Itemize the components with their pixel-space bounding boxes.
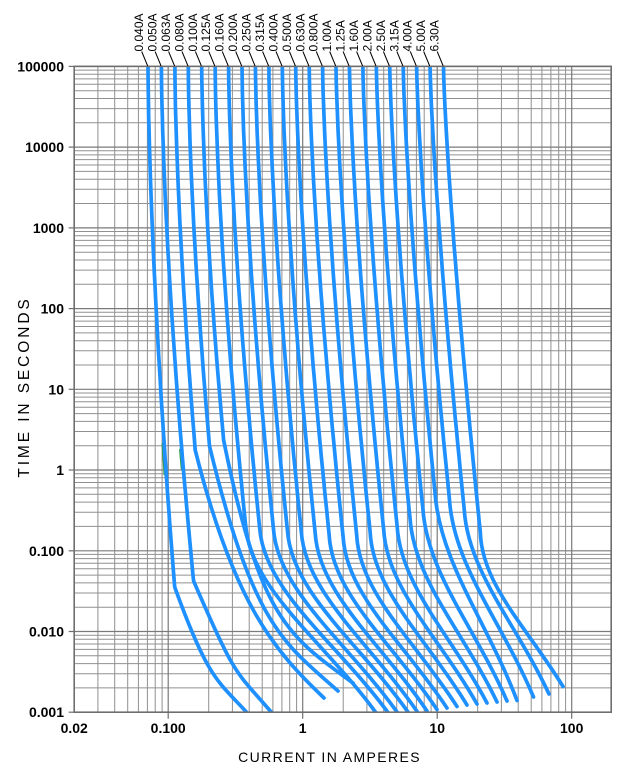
svg-text:0.125A: 0.125A (199, 13, 213, 51)
svg-text:0.063A: 0.063A (159, 13, 173, 51)
svg-text:0.040A: 0.040A (132, 13, 146, 51)
svg-text:10: 10 (48, 381, 64, 397)
svg-text:0.160A: 0.160A (213, 13, 227, 51)
svg-text:5.00A: 5.00A (414, 20, 428, 51)
svg-text:TIME IN SECONDS: TIME IN SECONDS (16, 296, 33, 477)
svg-text:2.50A: 2.50A (374, 20, 388, 51)
svg-text:0.010: 0.010 (29, 624, 64, 640)
svg-text:CURRENT IN AMPERES: CURRENT IN AMPERES (238, 749, 421, 765)
svg-text:1000: 1000 (33, 220, 64, 236)
svg-text:0.200A: 0.200A (226, 13, 240, 51)
svg-text:0.02: 0.02 (61, 720, 88, 736)
svg-text:0.001: 0.001 (29, 704, 64, 720)
svg-text:1: 1 (56, 462, 64, 478)
svg-text:10000: 10000 (25, 139, 64, 155)
svg-text:0.080A: 0.080A (172, 13, 186, 51)
svg-text:6.30A: 6.30A (428, 20, 442, 51)
svg-text:10: 10 (429, 720, 445, 736)
svg-text:2.00A: 2.00A (360, 20, 374, 51)
svg-text:0.800A: 0.800A (307, 13, 321, 51)
svg-text:100000: 100000 (17, 58, 64, 74)
svg-text:1: 1 (299, 720, 307, 736)
svg-text:0.250A: 0.250A (240, 13, 254, 51)
svg-text:100: 100 (41, 301, 65, 317)
svg-text:0.315A: 0.315A (253, 13, 267, 51)
svg-text:0.100: 0.100 (151, 720, 186, 736)
svg-text:3.15A: 3.15A (387, 20, 401, 51)
svg-text:1.00A: 1.00A (320, 20, 334, 51)
svg-text:0.500A: 0.500A (280, 13, 294, 51)
svg-text:4.00A: 4.00A (401, 20, 415, 51)
svg-text:100: 100 (560, 720, 584, 736)
svg-text:0.050A: 0.050A (146, 13, 160, 51)
svg-text:0.100: 0.100 (29, 543, 64, 559)
svg-text:0.400A: 0.400A (266, 13, 280, 51)
svg-text:1.60A: 1.60A (347, 20, 361, 51)
svg-text:1.25A: 1.25A (334, 20, 348, 51)
svg-text:0.100A: 0.100A (186, 13, 200, 51)
svg-text:0.630A: 0.630A (293, 13, 307, 51)
